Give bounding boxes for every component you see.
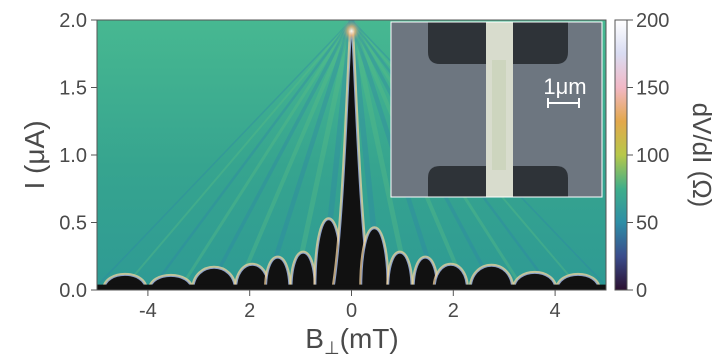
colorbar-tick-label: 100 <box>636 145 669 167</box>
colorbar-gradient <box>614 19 628 291</box>
fan-streak <box>349 20 410 284</box>
fan-streak <box>154 20 353 284</box>
colorbar-tick-label: 150 <box>636 78 669 100</box>
colorbar-title: dV/dI (Ω) <box>687 103 717 208</box>
x-tick-label: 2 <box>244 300 255 322</box>
y-tick-label: 1.5 <box>59 78 87 100</box>
x-tick-label: 0 <box>346 300 357 322</box>
x-tick-label: -4 <box>139 300 157 322</box>
colorbar-tick-label: 50 <box>636 213 658 235</box>
y-tick-label: 0.5 <box>59 213 87 235</box>
zero-current-band <box>97 284 606 290</box>
critical-current-lobes <box>97 30 606 290</box>
colorbar-ticks: 0 50 100 150 200 <box>627 10 669 302</box>
y-axis-ticks: 0.0 0.5 1.0 1.5 2.0 <box>59 10 97 302</box>
colorbar-tick-label: 200 <box>636 10 669 32</box>
x-axis-ticks: -4 2 0 2 4 <box>139 290 561 322</box>
y-tick-label: 2.0 <box>59 10 87 32</box>
inset-micrograph: 1μm <box>390 21 603 198</box>
y-tick-label: 0.0 <box>59 280 87 302</box>
x-axis-title-unit: (mT) <box>340 323 399 354</box>
x-tick-label: 4 <box>550 300 561 322</box>
colorbar: 0 50 100 150 200 dV/dI (Ω) <box>614 10 717 302</box>
x-axis-title-main: B <box>305 323 324 354</box>
y-axis-title: I (μA) <box>19 120 50 189</box>
x-axis-title-subscript: ⊥ <box>324 338 340 358</box>
inset-scale-bar-label: 1μm <box>543 74 586 99</box>
x-axis-title: B⊥(mT) <box>305 323 398 358</box>
inset-border <box>390 21 603 198</box>
x-tick-label: 2 <box>448 300 459 322</box>
fan-streak <box>209 20 354 285</box>
inset-strip-core <box>492 60 506 170</box>
fan-streak <box>182 20 353 285</box>
fan-streak <box>126 20 353 284</box>
fan-streak <box>237 20 354 285</box>
fan-streak <box>265 20 354 284</box>
peak-glow <box>341 20 362 43</box>
y-tick-label: 1.0 <box>59 145 87 167</box>
fan-streak <box>99 20 353 284</box>
fan-streak <box>293 20 354 284</box>
colorbar-tick-label: 0 <box>636 280 647 302</box>
